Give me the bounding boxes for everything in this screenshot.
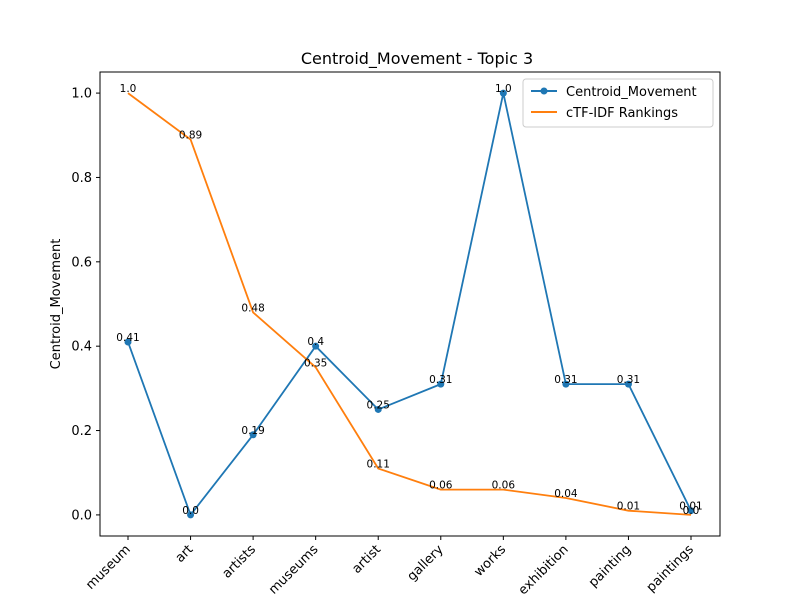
legend-label-ctfidf: cTF-IDF Rankings (566, 106, 678, 121)
x-tick-label: museums (266, 542, 322, 598)
legend-box (522, 78, 714, 128)
data-label: 0.31 (617, 374, 640, 386)
data-label: 0.0 (683, 505, 700, 517)
data-point (187, 511, 195, 519)
x-tick-label: exhibition (516, 542, 572, 598)
legend: Centroid_Movement cTF-IDF Rankings (522, 78, 714, 128)
y-tick-label: 0.8 (71, 171, 92, 186)
legend-label-centroid: Centroid_Movement (566, 85, 697, 100)
y-tick-label: 1.0 (71, 87, 92, 102)
data-label: 0.4 (307, 336, 324, 348)
data-label: 0.06 (429, 480, 453, 492)
data-label: 1.0 (495, 83, 512, 95)
data-label: 0.01 (617, 501, 640, 513)
data-label: 0.41 (116, 332, 139, 344)
data-label: 0.0 (182, 505, 199, 517)
data-point (437, 380, 445, 388)
series-line-0 (127, 92, 692, 516)
data-label: 0.89 (179, 129, 202, 141)
y-tick-label: 0.0 (71, 508, 92, 523)
data-point (124, 338, 132, 346)
y-tick-label: 0.2 (71, 424, 92, 439)
data-label: 0.31 (429, 374, 452, 386)
data-point (624, 380, 632, 388)
y-tick-label: 0.4 (71, 340, 92, 355)
data-label: 0.35 (304, 357, 327, 369)
data-label: 0.48 (241, 302, 264, 314)
plot-frame (99, 71, 721, 537)
series-line-1 (127, 92, 692, 516)
chart-title: Centroid_Movement - Topic 3 (301, 49, 533, 69)
data-point (562, 380, 570, 388)
x-tick-label: museum (83, 542, 134, 593)
data-point (312, 342, 320, 350)
y-tick-label: 0.6 (71, 255, 92, 270)
data-label: 0.31 (554, 374, 577, 386)
data-label: 0.01 (679, 501, 702, 513)
x-tick-label: painting (586, 542, 634, 590)
data-point (687, 507, 695, 515)
x-tick-label: art (173, 542, 197, 566)
x-tick-label: gallery (405, 542, 447, 584)
x-tick-label: works (472, 542, 510, 580)
data-label: 0.25 (367, 399, 390, 411)
x-tick-label: artist (349, 542, 384, 577)
x-tick-label: artists (220, 542, 260, 582)
plot-area: 0.0 0.2 0.4 0.6 0.8 1.0 museum art artists museum… (71, 83, 702, 598)
data-label: 0.06 (492, 480, 516, 492)
data-label: 0.19 (241, 425, 264, 437)
data-label: 0.11 (367, 459, 390, 471)
data-label: 0.04 (554, 488, 578, 500)
y-axis-label: Centroid_Movement (49, 239, 64, 370)
legend-marker-centroid (540, 87, 548, 95)
data-point (499, 89, 507, 97)
data-label: 1.0 (120, 83, 137, 95)
data-point (249, 431, 257, 439)
x-tick-label: paintings (644, 542, 697, 595)
data-point (374, 405, 382, 413)
